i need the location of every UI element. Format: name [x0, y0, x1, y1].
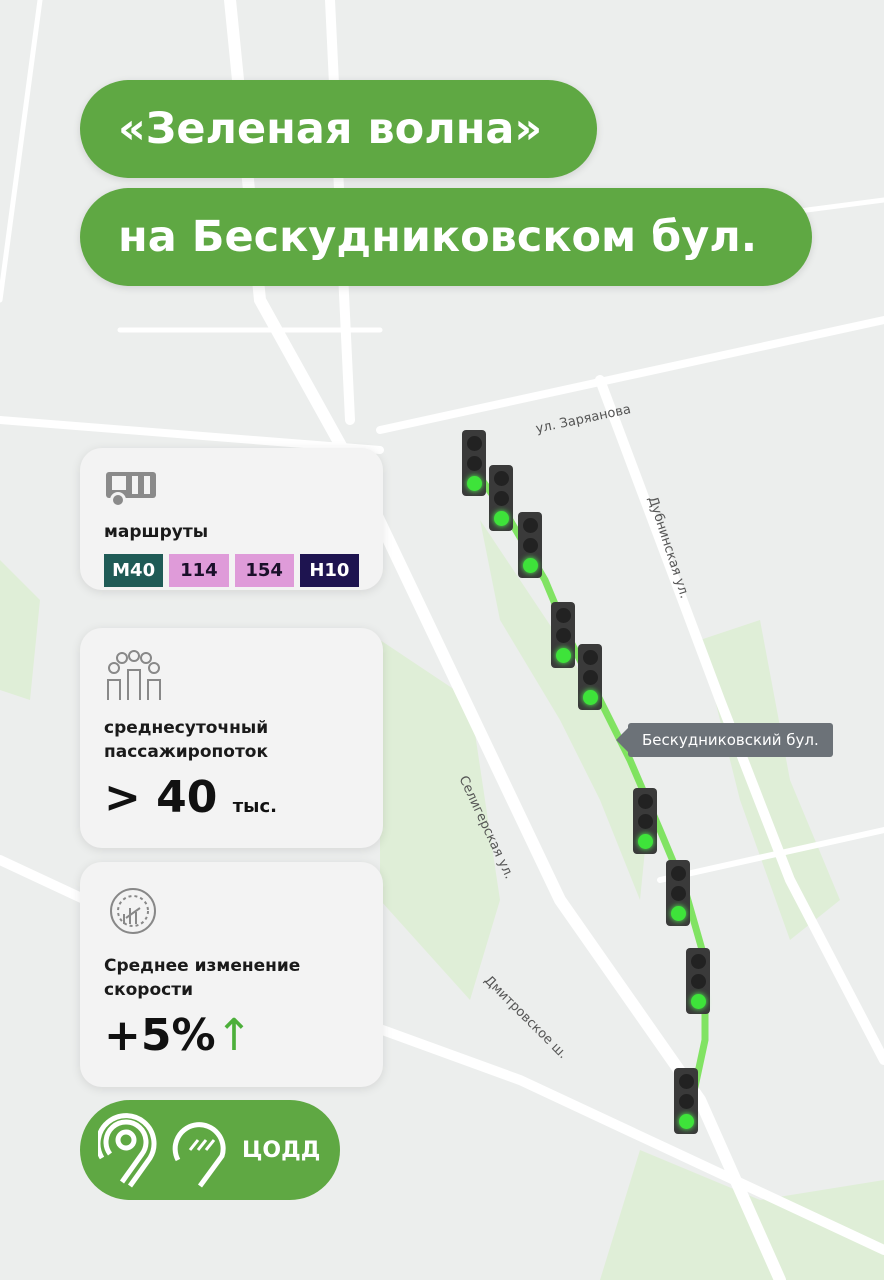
up-arrow-icon: ↑: [215, 1010, 253, 1061]
route-badge: 154: [234, 554, 294, 587]
codd-logo-icon: [172, 1122, 226, 1188]
value: > 40: [104, 772, 218, 823]
title-line-2: на Бескудниковском бул.: [80, 188, 812, 286]
traffic-light-icon: [578, 644, 602, 710]
routes-card: маршруты М40 114 154 Н10: [80, 448, 383, 590]
speed-card: Среднее изменение скорости +5%↑: [80, 862, 383, 1087]
people-icon: [107, 650, 161, 700]
passengers-value: > 40 тыс.: [104, 772, 359, 823]
traffic-light-icon: [666, 860, 690, 926]
route-list: М40 114 154 Н10: [104, 554, 359, 587]
passengers-label: среднесуточный пассажиропоток: [104, 718, 269, 762]
routes-label: маршруты: [104, 522, 209, 542]
bus-icon: [106, 472, 156, 508]
traffic-light-icon: [489, 465, 513, 531]
moscow-transport-logo-icon: [98, 1113, 157, 1188]
route-badge: М40: [104, 554, 164, 587]
logo-text: ЦОДД: [242, 1137, 321, 1163]
logo: ЦОДД: [80, 1100, 340, 1200]
unit: тыс.: [232, 796, 277, 817]
traffic-light-icon: [633, 788, 657, 854]
speed-value: +5%↑: [104, 1010, 359, 1061]
traffic-light-icon: [462, 430, 486, 496]
speedometer-icon: [110, 888, 156, 934]
title-text-2: на Бескудниковском бул.: [118, 212, 758, 262]
traffic-light-icon: [551, 602, 575, 668]
title-line-1: «Зеленая волна»: [80, 80, 597, 178]
value: +5%: [104, 1010, 216, 1061]
traffic-light-icon: [518, 512, 542, 578]
street-tag: Бескудниковский бул.: [616, 723, 833, 757]
passengers-card: среднесуточный пассажиропоток > 40 тыс.: [80, 628, 383, 848]
traffic-light-icon: [686, 948, 710, 1014]
speed-label: Среднее изменение скорости: [104, 956, 301, 1000]
route-badge: 114: [169, 554, 229, 587]
traffic-light-icon: [674, 1068, 698, 1134]
title-text-1: «Зеленая волна»: [118, 104, 543, 154]
route-badge: Н10: [299, 554, 359, 587]
